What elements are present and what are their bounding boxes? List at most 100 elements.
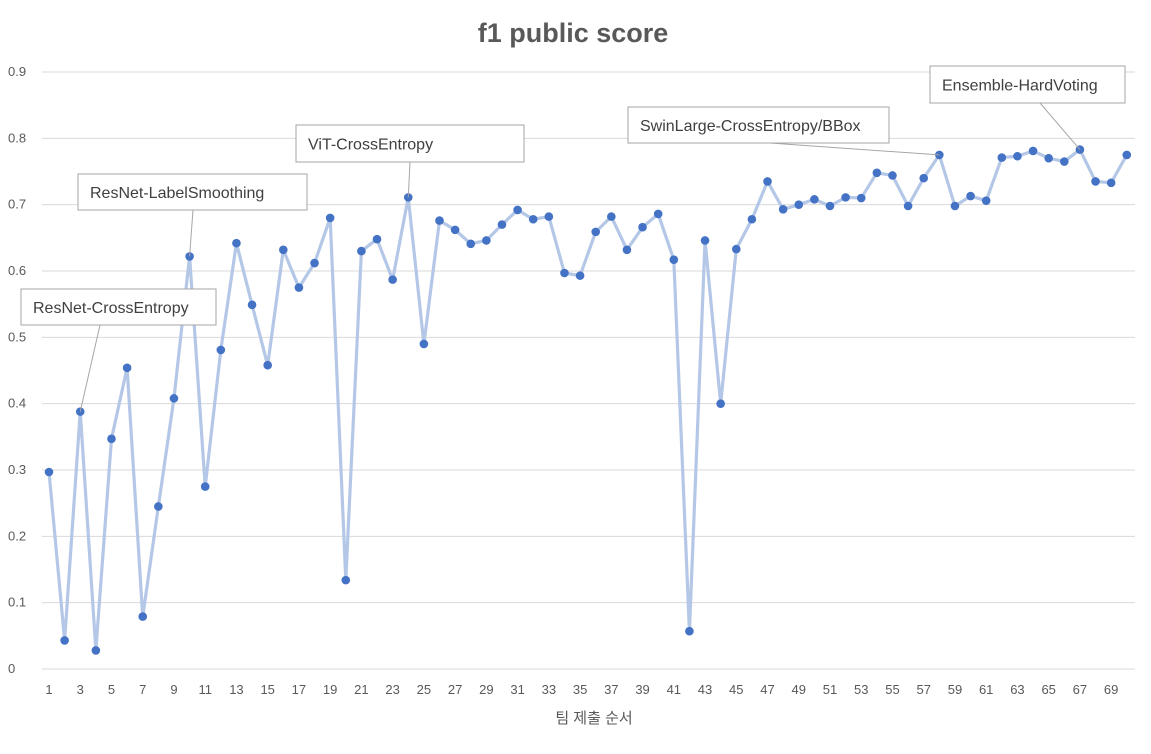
data-point	[247, 300, 257, 310]
data-point	[560, 268, 569, 278]
data-point	[919, 173, 929, 183]
data-point	[669, 255, 679, 265]
x-tick-label: 43	[698, 682, 712, 697]
x-axis-label: 팀 제출 순서	[555, 710, 632, 727]
x-tick-label: 69	[1104, 682, 1118, 697]
annotation-callout: ResNet-CrossEntropy	[20, 288, 217, 412]
y-tick-label: 0.1	[8, 595, 26, 610]
data-point	[700, 236, 710, 245]
annotation-label: ResNet-LabelSmoothing	[90, 185, 264, 202]
x-axis-tick-labels: 1 3 5 7 9 11 13 15 17 19 21 23 25 27 29 31 33 35 37 39 41 43 4…	[45, 682, 1118, 697]
data-point	[513, 205, 522, 215]
annotation-leader-line	[189, 209, 194, 257]
data-point	[372, 234, 382, 244]
data-point	[981, 196, 991, 205]
data-point	[200, 482, 210, 491]
data-point	[1044, 153, 1053, 163]
data-point	[341, 575, 351, 585]
x-tick-label: 9	[170, 682, 177, 697]
annotation-box	[929, 65, 1126, 104]
annotation-callout: SwinLarge-CrossEntropy/BBox	[627, 106, 940, 156]
data-point	[607, 212, 616, 221]
data-point	[91, 646, 101, 655]
annotations: ResNet-CrossEntropy ResNet-LabelSmoothing…	[20, 65, 1126, 412]
data-point	[216, 345, 226, 355]
data-point	[825, 201, 835, 211]
data-point	[154, 502, 163, 511]
data-point	[294, 283, 304, 292]
data-point	[638, 222, 647, 232]
data-point	[903, 201, 913, 211]
data-point	[716, 399, 725, 408]
annotation-label: ResNet-CrossEntropy	[33, 300, 189, 317]
x-tick-label: 11	[198, 682, 212, 697]
data-point	[763, 177, 772, 186]
x-tick-label: 51	[823, 682, 837, 697]
x-tick-label: 53	[854, 682, 868, 697]
data-point	[1013, 151, 1022, 161]
data-point	[107, 434, 116, 444]
data-point	[1060, 157, 1069, 166]
x-tick-label: 45	[729, 682, 743, 697]
x-tick-label: 3	[77, 682, 84, 697]
data-point	[1091, 177, 1100, 186]
x-tick-label: 49	[792, 682, 806, 697]
y-tick-label: 0.2	[8, 528, 26, 543]
data-point	[966, 191, 975, 201]
data-point	[810, 195, 819, 204]
data-point	[419, 339, 429, 349]
data-point	[950, 201, 960, 211]
data-point	[169, 394, 179, 403]
annotation-label: Ensemble-HardVoting	[942, 78, 1098, 95]
data-point	[75, 407, 85, 416]
annotation-label: ViT-CrossEntropy	[308, 137, 433, 154]
data-point	[497, 220, 507, 229]
series-line-group	[47, 148, 1129, 653]
data-point	[685, 626, 694, 636]
x-tick-label: 29	[479, 682, 493, 697]
x-tick-label: 23	[385, 682, 399, 697]
gridlines	[42, 71, 1135, 670]
y-tick-label: 0.7	[8, 197, 26, 212]
data-point	[232, 238, 241, 248]
x-tick-label: 47	[760, 682, 774, 697]
x-tick-label: 13	[229, 682, 243, 697]
data-point	[325, 213, 335, 223]
x-tick-label: 67	[1073, 682, 1087, 697]
data-point	[544, 212, 554, 221]
x-tick-label: 17	[292, 682, 306, 697]
x-tick-label: 7	[139, 682, 146, 697]
y-tick-label: 0.4	[8, 396, 26, 411]
data-point	[1106, 178, 1116, 188]
data-point	[872, 168, 882, 178]
data-point	[388, 275, 397, 284]
x-tick-label: 55	[885, 682, 899, 697]
data-points	[44, 145, 1132, 655]
annotation-leader-line	[79, 324, 101, 412]
annotation-box	[20, 288, 217, 326]
x-tick-label: 1	[45, 682, 52, 697]
x-tick-label: 35	[573, 682, 587, 697]
data-point	[263, 360, 272, 370]
annotation-label: SwinLarge-CrossEntropy/BBox	[640, 118, 861, 135]
y-tick-label: 0.8	[8, 130, 26, 145]
data-point	[310, 258, 319, 268]
x-tick-label: 33	[542, 682, 556, 697]
x-tick-label: 59	[948, 682, 962, 697]
x-tick-label: 63	[1010, 682, 1024, 697]
x-tick-label: 21	[354, 682, 368, 697]
y-tick-label: 0.5	[8, 329, 26, 344]
y-tick-label: 0.3	[8, 462, 26, 477]
x-tick-label: 39	[635, 682, 649, 697]
data-point	[528, 214, 538, 224]
data-point	[122, 363, 132, 373]
data-point	[731, 244, 741, 254]
x-tick-label: 31	[510, 682, 524, 697]
y-tick-label: 0.6	[8, 263, 26, 278]
data-point	[575, 271, 585, 280]
annotation-leader-line	[407, 161, 411, 198]
data-point	[856, 193, 866, 203]
x-tick-label: 27	[448, 682, 462, 697]
annotation-leader-line	[1039, 102, 1081, 150]
